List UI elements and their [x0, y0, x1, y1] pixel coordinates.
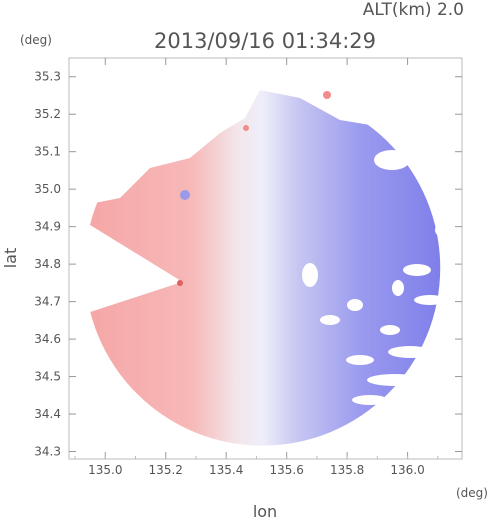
y-tick-label: 35.0: [34, 182, 61, 196]
radar-data-gap: [430, 174, 450, 186]
radar-data-gap: [352, 395, 388, 405]
radar-data-gap: [408, 390, 432, 400]
x-tick-label: 136.0: [390, 463, 424, 477]
y-tick-label: 34.4: [34, 407, 61, 421]
radar-data-gap: [302, 263, 318, 287]
chart-title: 2013/09/16 01:34:29: [154, 29, 376, 53]
y-tick-label: 34.7: [34, 295, 61, 309]
radar-data-gap: [435, 326, 455, 354]
x-axis-label: lon: [253, 502, 277, 521]
y-axis-label: lat: [1, 248, 20, 269]
radar-data-gap: [392, 280, 404, 296]
x-tick-label: 135.4: [209, 463, 243, 477]
x-unit-label: (deg): [456, 486, 488, 500]
altitude-label: ALT(km) 2.0: [363, 0, 464, 20]
y-axis: 34.3 34.4 34.5 34.6 34.7 34.8 34.9 35.0 35.1 35.2…: [34, 70, 462, 459]
x-tick-label: 135.8: [330, 463, 364, 477]
radar-data-gap: [347, 299, 363, 311]
x-tick-label: 135.2: [149, 463, 183, 477]
y-tick-label: 34.5: [34, 370, 61, 384]
y-tick-label: 35.3: [34, 70, 61, 84]
radar-speckle: [243, 125, 249, 131]
radar-data-gap: [414, 295, 446, 305]
y-tick-label: 34.9: [34, 220, 61, 234]
y-tick-label: 34.3: [34, 445, 61, 459]
radar-data-gap: [388, 346, 432, 358]
radar-data-gap: [374, 150, 410, 170]
x-tick-label: 135.6: [269, 463, 303, 477]
y-tick-label: 34.6: [34, 332, 61, 346]
y-unit-label: (deg): [20, 33, 52, 47]
radar-data-gap: [367, 374, 423, 386]
radar-speckle: [323, 91, 331, 99]
radar-data-gap: [380, 325, 400, 335]
radar-speckle: [180, 190, 190, 200]
radar-data-gap: [403, 264, 431, 276]
radar-data-gap: [346, 355, 374, 365]
radar-data-gap: [435, 222, 455, 238]
y-tick-label: 34.8: [34, 257, 61, 271]
radar-velocity-field: [69, 58, 462, 446]
radar-data-gap: [320, 315, 340, 325]
radar-speckle: [177, 280, 183, 286]
y-tick-label: 35.1: [34, 145, 61, 159]
x-tick-label: 135.0: [88, 463, 122, 477]
radar-data-gap-west: [69, 211, 183, 319]
plot-frame: [68, 57, 463, 460]
x-axis: 135.0 135.2 135.4 135.6 135.8 136.0: [74, 58, 439, 477]
y-tick-label: 35.2: [34, 107, 61, 121]
radar-data-gap-north: [69, 58, 462, 208]
